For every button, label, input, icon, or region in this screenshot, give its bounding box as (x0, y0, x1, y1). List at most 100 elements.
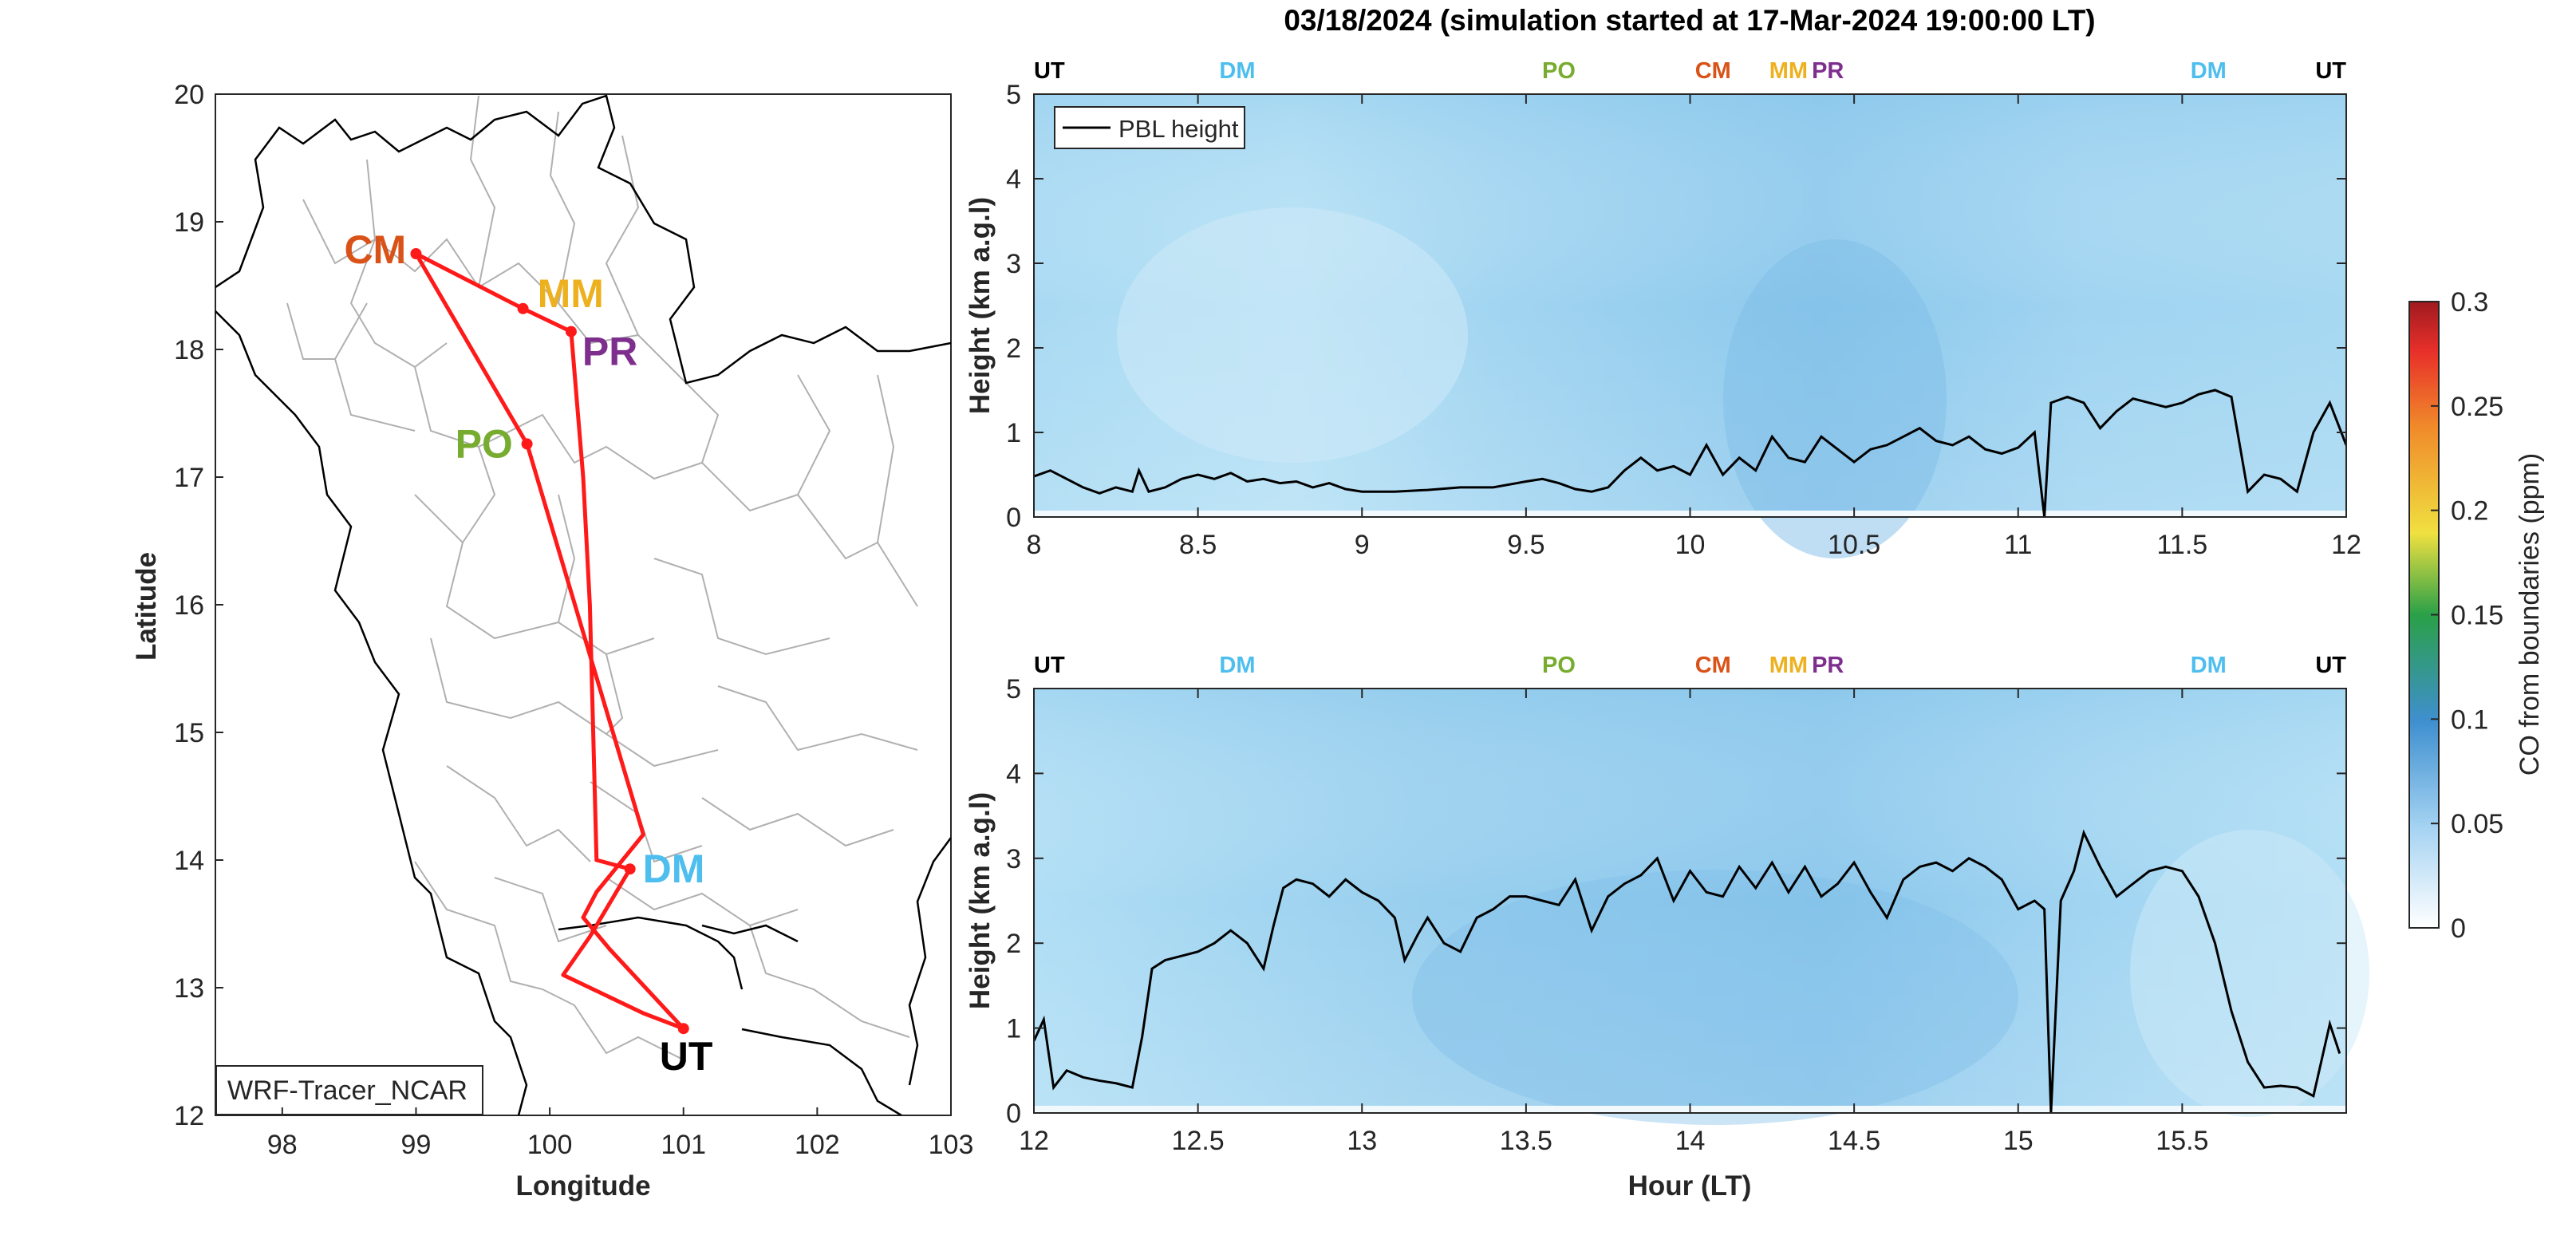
y-tick-label: 3 (1006, 249, 1021, 279)
site-label-po: PO (456, 421, 513, 466)
heatmap-1-plume (1723, 239, 1947, 558)
colorbar-tick-label: 0.05 (2451, 809, 2503, 839)
map-frame (215, 93, 952, 1116)
map-y-ticks: 12 13 14 15 16 17 18 19 20 (174, 80, 223, 1131)
x-tick-label: 11.5 (2157, 530, 2208, 560)
heatmap-2-top-markers: UT DM PO CM MM PR DM UT (1034, 653, 2346, 678)
site-label-ut: UT (660, 1034, 713, 1079)
site-marker-ut (677, 1023, 689, 1035)
heatmap-1-plume (1117, 207, 1468, 463)
map-x-ticks: 98 99 100 101 102 103 (267, 1107, 973, 1160)
top-marker-ut: UT (1034, 58, 1065, 84)
site-label-pr: PR (582, 330, 637, 374)
pbl-height-line-1 (1034, 389, 2346, 517)
colorbar-tick-label: 0.1 (2451, 704, 2488, 735)
map-x-tick-label: 98 (267, 1130, 298, 1160)
x-tick-label: 15.5 (2156, 1126, 2208, 1156)
province-boundaries (286, 95, 918, 1062)
colorbar-tick-label: 0 (2451, 914, 2466, 944)
x-tick-label: 10 (1675, 530, 1706, 560)
site-marker-cm (410, 248, 422, 259)
x-tick-label: 14 (1675, 1126, 1706, 1156)
map-y-tick-label: 15 (174, 718, 204, 748)
heatmap-2-shade (1034, 689, 2346, 1113)
map-x-axis-label: Longitude (515, 1170, 650, 1202)
colorbar-tick-label: 0.2 (2451, 496, 2488, 527)
site-markers: CM MM PR PO DM UT (344, 227, 712, 1079)
x-tick-label: 12 (1019, 1126, 1049, 1156)
map-y-tick-label: 13 (174, 973, 204, 1004)
coastline-borders (215, 94, 951, 1115)
colorbar-ticks: 0 0.05 0.1 0.15 0.2 0.25 0.3 (2431, 287, 2503, 944)
top-marker-dm: DM (2191, 58, 2227, 84)
map-y-axis-label: Latitude (131, 552, 162, 661)
colorbar: 0 0.05 0.1 0.15 0.2 0.25 0.3 CO from boundarie… (2408, 287, 2545, 944)
heatmap-1-y-ticks: 0 1 2 3 4 5 (1006, 80, 2346, 533)
x-tick-label: 9.5 (1507, 530, 1544, 560)
site-marker-po (521, 438, 533, 450)
top-marker-ut: UT (1034, 653, 1065, 678)
top-marker-pr: PR (1812, 653, 1844, 678)
map-y-tick-label: 18 (174, 335, 204, 365)
map-y-tick-label: 16 (174, 590, 204, 621)
map-x-tick-label: 103 (929, 1130, 974, 1160)
top-marker-pr: PR (1812, 58, 1844, 84)
map-y-tick-label: 19 (174, 207, 204, 238)
map-x-tick-label: 102 (795, 1130, 840, 1160)
y-tick-label: 2 (1006, 333, 1021, 364)
colorbar-tick-label: 0.15 (2451, 601, 2503, 631)
x-tick-label: 11 (2004, 530, 2032, 560)
heatmap-2-y-ticks: 0 1 2 3 4 5 (1006, 674, 2346, 1129)
y-tick-label: 2 (1006, 929, 1021, 959)
x-tick-label: 14.5 (1828, 1126, 1880, 1156)
site-label-dm: DM (643, 846, 705, 891)
site-marker-dm (624, 863, 636, 875)
top-marker-cm: CM (1695, 58, 1731, 84)
colorbar-label: CO from boundaries (ppm) (2515, 453, 2545, 775)
site-marker-pr (565, 326, 577, 337)
top-marker-cm: CM (1695, 653, 1731, 678)
y-tick-label: 0 (1006, 1099, 1021, 1129)
top-marker-ut: UT (2315, 58, 2346, 84)
top-marker-dm: DM (2191, 653, 2227, 678)
x-tick-label: 8 (1027, 530, 1042, 560)
map-y-tick-label: 20 (174, 80, 204, 110)
site-marker-mm (517, 302, 529, 314)
x-tick-label: 15 (2003, 1126, 2034, 1156)
heatmap-2-x-axis-label: Hour (LT) (1628, 1170, 1752, 1202)
colorbar-tick-label: 0.25 (2451, 392, 2503, 422)
map-x-tick-label: 99 (401, 1130, 432, 1160)
map-y-tick-label: 14 (174, 846, 204, 876)
top-marker-dm: DM (1219, 58, 1255, 84)
figure-title: 03/18/2024 (simulation started at 17-Mar… (1284, 4, 2095, 37)
heatmap-2-plume (1412, 870, 2018, 1125)
x-tick-label: 12 (2331, 530, 2361, 560)
y-tick-label: 1 (1006, 418, 1021, 448)
x-tick-label: 13.5 (1500, 1126, 1552, 1156)
x-tick-label: 9 (1355, 530, 1370, 560)
x-tick-label: 10.5 (1828, 530, 1880, 560)
y-tick-label: 5 (1006, 80, 1021, 110)
top-marker-po: PO (1542, 653, 1576, 678)
x-tick-label: 8.5 (1179, 530, 1217, 560)
x-tick-label: 12.5 (1172, 1126, 1225, 1156)
y-tick-label: 1 (1006, 1014, 1021, 1044)
map-y-tick-label: 17 (174, 463, 204, 493)
map-x-tick-label: 101 (661, 1130, 706, 1160)
x-tick-label: 13 (1347, 1126, 1377, 1156)
heatmap-1-x-ticks: 8 8.5 9 9.5 10 10.5 11 11.5 12 (1027, 94, 2361, 560)
map-panel: CM MM PR PO DM UT WRF-Tracer_NCAR 98 99 100 101 1… (131, 80, 973, 1202)
y-tick-label: 5 (1006, 674, 1021, 704)
legend: PBL height (1054, 106, 1245, 149)
top-marker-mm: MM (1769, 58, 1808, 84)
map-y-tick-label: 12 (174, 1101, 204, 1131)
y-tick-label: 3 (1006, 844, 1021, 874)
heatmap-2-y-axis-label: Height (km a.g.l) (965, 792, 996, 1009)
heatmap-2-plume (2130, 830, 2369, 1117)
colorbar-tick-label: 0.3 (2451, 287, 2488, 318)
model-label: WRF-Tracer_NCAR (227, 1075, 467, 1106)
legend-entry: PBL height (1118, 115, 1239, 143)
